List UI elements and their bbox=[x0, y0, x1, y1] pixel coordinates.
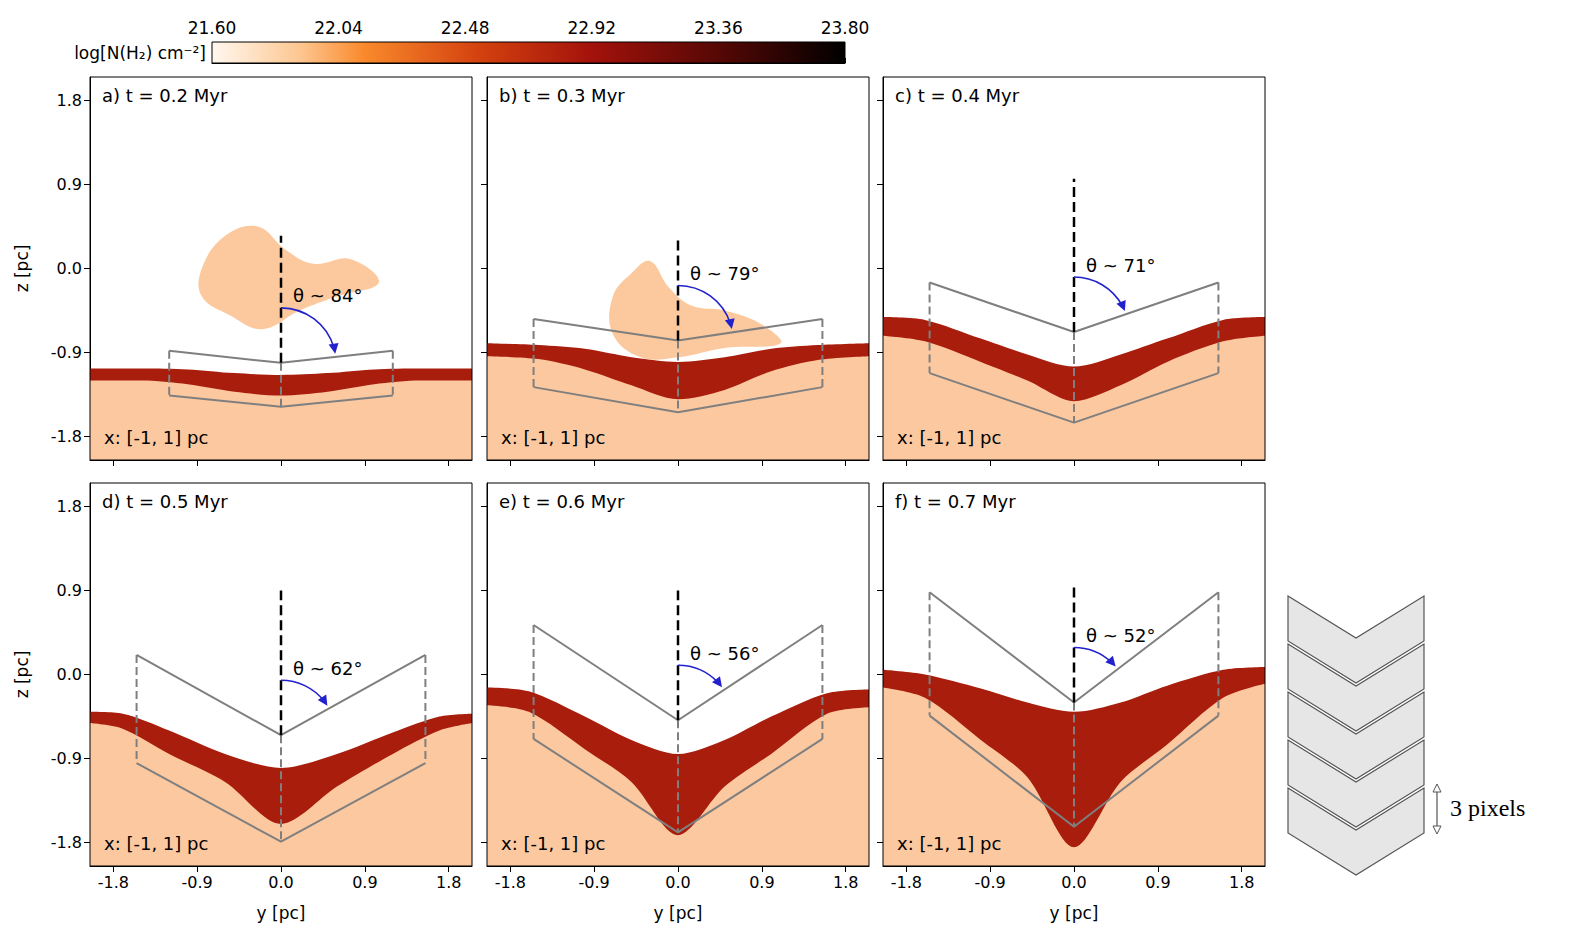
svg-text:0.0: 0.0 bbox=[57, 665, 82, 684]
svg-text:x: [-1, 1] pc: x: [-1, 1] pc bbox=[501, 833, 605, 854]
svg-text:0.9: 0.9 bbox=[352, 873, 377, 892]
svg-text:0.0: 0.0 bbox=[57, 259, 82, 278]
svg-text:21.60: 21.60 bbox=[188, 18, 237, 38]
svg-text:-0.9: -0.9 bbox=[51, 749, 82, 768]
svg-text:22.48: 22.48 bbox=[441, 18, 490, 38]
svg-text:b) t = 0.3 Myr: b) t = 0.3 Myr bbox=[499, 85, 625, 106]
svg-text:0.0: 0.0 bbox=[665, 873, 690, 892]
svg-text:3 pixels: 3 pixels bbox=[1450, 795, 1525, 821]
svg-text:x: [-1, 1] pc: x: [-1, 1] pc bbox=[897, 833, 1001, 854]
svg-text:-1.8: -1.8 bbox=[891, 873, 922, 892]
svg-text:0.0: 0.0 bbox=[1061, 873, 1086, 892]
svg-text:x: [-1, 1] pc: x: [-1, 1] pc bbox=[501, 427, 605, 448]
svg-text:-0.9: -0.9 bbox=[975, 873, 1006, 892]
svg-text:x: [-1, 1] pc: x: [-1, 1] pc bbox=[104, 427, 208, 448]
svg-text:1.8: 1.8 bbox=[57, 91, 82, 110]
svg-text:θ ~ 79°: θ ~ 79° bbox=[690, 263, 759, 284]
svg-text:z [pc]: z [pc] bbox=[12, 245, 32, 293]
svg-text:θ ~ 84°: θ ~ 84° bbox=[293, 285, 362, 306]
svg-text:22.92: 22.92 bbox=[567, 18, 616, 38]
svg-text:1.8: 1.8 bbox=[1229, 873, 1254, 892]
svg-text:-0.9: -0.9 bbox=[182, 873, 213, 892]
svg-text:y [pc]: y [pc] bbox=[1050, 903, 1099, 923]
svg-text:c) t = 0.4 Myr: c) t = 0.4 Myr bbox=[895, 85, 1020, 106]
svg-text:-0.9: -0.9 bbox=[579, 873, 610, 892]
svg-text:x: [-1, 1] pc: x: [-1, 1] pc bbox=[897, 427, 1001, 448]
svg-text:1.8: 1.8 bbox=[833, 873, 858, 892]
svg-text:θ ~ 56°: θ ~ 56° bbox=[690, 643, 759, 664]
svg-text:0.9: 0.9 bbox=[1145, 873, 1170, 892]
svg-text:e) t = 0.6 Myr: e) t = 0.6 Myr bbox=[499, 491, 625, 512]
svg-text:0.9: 0.9 bbox=[57, 175, 82, 194]
svg-text:y [pc]: y [pc] bbox=[654, 903, 703, 923]
svg-text:x: [-1, 1] pc: x: [-1, 1] pc bbox=[104, 833, 208, 854]
svg-text:-1.8: -1.8 bbox=[51, 427, 82, 446]
svg-text:-0.9: -0.9 bbox=[51, 343, 82, 362]
svg-text:-1.8: -1.8 bbox=[98, 873, 129, 892]
svg-text:0.9: 0.9 bbox=[57, 581, 82, 600]
svg-text:a) t = 0.2 Myr: a) t = 0.2 Myr bbox=[102, 85, 228, 106]
svg-text:0.9: 0.9 bbox=[749, 873, 774, 892]
svg-text:1.8: 1.8 bbox=[57, 497, 82, 516]
svg-text:22.04: 22.04 bbox=[314, 18, 363, 38]
svg-text:log[N(H₂) cm⁻²]: log[N(H₂) cm⁻²] bbox=[74, 43, 206, 63]
svg-text:23.36: 23.36 bbox=[694, 18, 743, 38]
svg-text:θ ~ 52°: θ ~ 52° bbox=[1086, 625, 1155, 646]
svg-text:1.8: 1.8 bbox=[436, 873, 461, 892]
svg-text:θ ~ 62°: θ ~ 62° bbox=[293, 658, 362, 679]
svg-text:d) t = 0.5 Myr: d) t = 0.5 Myr bbox=[102, 491, 228, 512]
svg-text:f) t = 0.7 Myr: f) t = 0.7 Myr bbox=[895, 491, 1016, 512]
svg-text:23.80: 23.80 bbox=[821, 18, 870, 38]
svg-text:z [pc]: z [pc] bbox=[12, 651, 32, 699]
svg-text:-1.8: -1.8 bbox=[495, 873, 526, 892]
svg-text:y [pc]: y [pc] bbox=[257, 903, 306, 923]
svg-text:-1.8: -1.8 bbox=[51, 833, 82, 852]
svg-text:θ ~ 71°: θ ~ 71° bbox=[1086, 255, 1155, 276]
svg-text:0.0: 0.0 bbox=[268, 873, 293, 892]
